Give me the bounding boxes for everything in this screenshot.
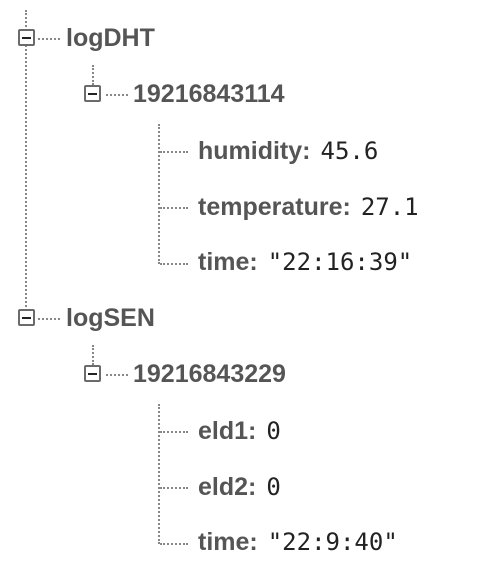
leaf-value: 0 (266, 473, 281, 501)
leaf-key: eld2: (198, 473, 257, 501)
tree-connector (38, 38, 60, 40)
tree-connector (160, 543, 188, 545)
tree-connector (160, 151, 188, 153)
tree-connector (160, 487, 188, 489)
leaf-value: 45.6 (320, 137, 379, 165)
collapse-entry-19216843229-toggle[interactable] (84, 365, 101, 382)
tree-connector (106, 374, 128, 376)
leaf-key: humidity: (198, 137, 311, 165)
leaf-time[interactable]: time: "22:16:39" (198, 250, 412, 275)
entry-19216843114-label[interactable]: 19216843114 (133, 80, 285, 108)
minus-icon (22, 36, 31, 39)
minus-icon (88, 92, 97, 95)
tree-connector (160, 431, 188, 433)
minus-icon (88, 372, 97, 375)
entry-19216843229-label[interactable]: 19216843229 (133, 360, 286, 388)
tree-connector (106, 94, 128, 96)
tree-connector (160, 207, 188, 209)
leaf-value: 0 (266, 417, 281, 445)
leaf-value: "22:16:39" (267, 248, 413, 276)
collapse-entry-19216843114-toggle[interactable] (84, 85, 101, 102)
leaf-key: time: (198, 248, 258, 276)
leaf-key: time: (198, 528, 258, 556)
leaf-key: temperature: (198, 193, 351, 221)
tree-connector-logdht-child (92, 65, 94, 85)
node-logdht-label[interactable]: logDHT (66, 24, 155, 52)
leaf-value: 27.1 (360, 193, 419, 221)
tree-connector-logdht-leaves (158, 124, 160, 264)
collapse-logdht-toggle[interactable] (18, 29, 35, 46)
leaf-eld2[interactable]: eld2: 0 (198, 475, 281, 500)
leaf-key: eld1: (198, 417, 257, 445)
node-logsen-label[interactable]: logSEN (66, 304, 155, 332)
leaf-time[interactable]: time: "22:9:40" (198, 530, 398, 555)
leaf-value: "22:9:40" (267, 528, 398, 556)
tree-connector (160, 263, 188, 265)
tree-connector-root (25, 10, 27, 318)
minus-icon (22, 316, 31, 319)
leaf-eld1[interactable]: eld1: 0 (198, 419, 281, 444)
collapse-logsen-toggle[interactable] (18, 309, 35, 326)
tree-connector-logsen-leaves (158, 404, 160, 544)
leaf-humidity[interactable]: humidity: 45.6 (198, 139, 378, 164)
tree-connector (38, 318, 60, 320)
leaf-temperature[interactable]: temperature: 27.1 (198, 195, 419, 220)
tree-connector-logsen-child (92, 345, 94, 365)
